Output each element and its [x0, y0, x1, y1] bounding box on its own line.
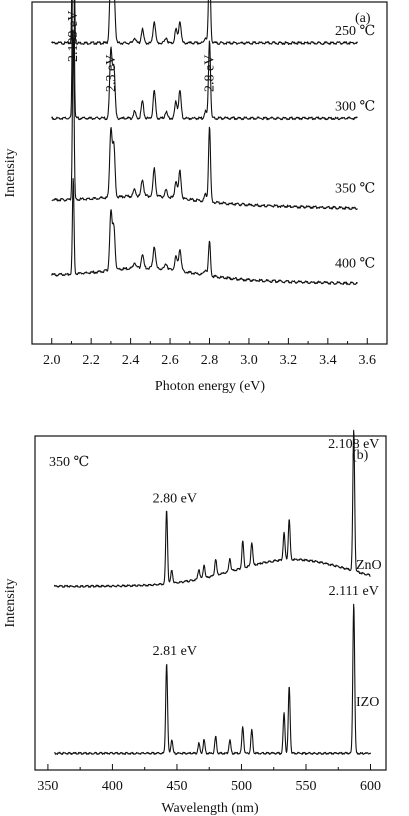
- panel-a-frame: [31, 1, 388, 345]
- series-label: 400 ℃: [335, 257, 375, 272]
- series-label: 250 ℃: [335, 24, 375, 39]
- panel-b-label: (b): [352, 448, 369, 463]
- spectrum-line-zno: [53, 429, 371, 588]
- peak-label: 2.80 eV: [153, 491, 197, 506]
- panel-a: 2.0 2.2 2.4 2.6 2.8 3.0 3.2 3.4 3.6 2.109 eV 2.3 …: [3, 0, 388, 394]
- peak-label: 2.8 eV: [203, 55, 218, 92]
- panel-a-ylabel: Intensity: [3, 149, 18, 198]
- x-tick-label: 400: [102, 779, 123, 794]
- x-tick-label: 550: [295, 779, 316, 794]
- spectrum-line-1: [51, 0, 358, 45]
- x-tick-label: 3.6: [359, 353, 377, 368]
- x-tick-label: 600: [360, 779, 381, 794]
- x-tick-label: 350: [37, 779, 58, 794]
- panel-a-peak-labels: 2.109 eV 2.3 eV 2.8 eV: [66, 11, 217, 92]
- panel-b-ylabel: Intensity: [3, 579, 18, 628]
- x-tick-label: 2.0: [43, 353, 61, 368]
- peak-label: 2.3 eV: [104, 55, 119, 92]
- peak-label: 2.111 eV: [329, 584, 379, 599]
- spectrum-line-4: [51, 178, 358, 286]
- panel-a-label: (a): [355, 11, 371, 26]
- peak-label: 2.108 eV: [328, 437, 379, 452]
- peak-label: 2.109 eV: [66, 11, 81, 62]
- panel-b: 350 400 450 500 550 600 2.80 eV 2.108 eV 2.81 e…: [3, 429, 387, 816]
- spectrum-line-izo: [53, 603, 372, 755]
- x-tick-label: 3.4: [319, 353, 337, 368]
- x-tick-label: 3.2: [280, 353, 298, 368]
- x-tick-label: 500: [231, 779, 252, 794]
- x-tick-label: 3.0: [240, 353, 258, 368]
- x-tick-label: 2.8: [201, 353, 219, 368]
- panel-a-traces: [51, 0, 358, 286]
- spectrum-line-2: [51, 0, 358, 121]
- x-tick-label: 2.4: [122, 353, 140, 368]
- spectrum-line-3: [51, 29, 358, 210]
- panel-a-series-labels: 250 ℃ 300 ℃ 350 ℃ 400 ℃: [335, 24, 375, 272]
- peak-label: 2.81 eV: [153, 644, 197, 659]
- panel-b-xlabel: Wavelength (nm): [161, 801, 259, 816]
- panel-b-frame: [34, 435, 387, 771]
- series-label-zno: ZnO: [356, 558, 382, 573]
- panel-b-temperature-annotation: 350 ℃: [49, 455, 89, 470]
- series-label: 300 ℃: [335, 99, 375, 114]
- x-tick-label: 450: [166, 779, 187, 794]
- panel-b-series-labels: ZnO IZO: [356, 558, 382, 710]
- panel-b-traces: [53, 429, 372, 755]
- x-tick-label: 2.6: [161, 353, 179, 368]
- series-label: 350 ℃: [335, 181, 375, 196]
- panel-b-peak-labels: 2.80 eV 2.108 eV 2.81 eV 2.111 eV: [153, 437, 380, 659]
- panel-a-ticks: 2.0 2.2 2.4 2.6 2.8 3.0 3.2 3.4 3.6: [43, 338, 376, 368]
- series-label-izo: IZO: [356, 695, 379, 710]
- x-tick-label: 2.2: [82, 353, 100, 368]
- panel-a-xlabel: Photon energy (eV): [155, 379, 265, 394]
- panel-b-ticks: 350 400 450 500 550 600: [37, 764, 381, 794]
